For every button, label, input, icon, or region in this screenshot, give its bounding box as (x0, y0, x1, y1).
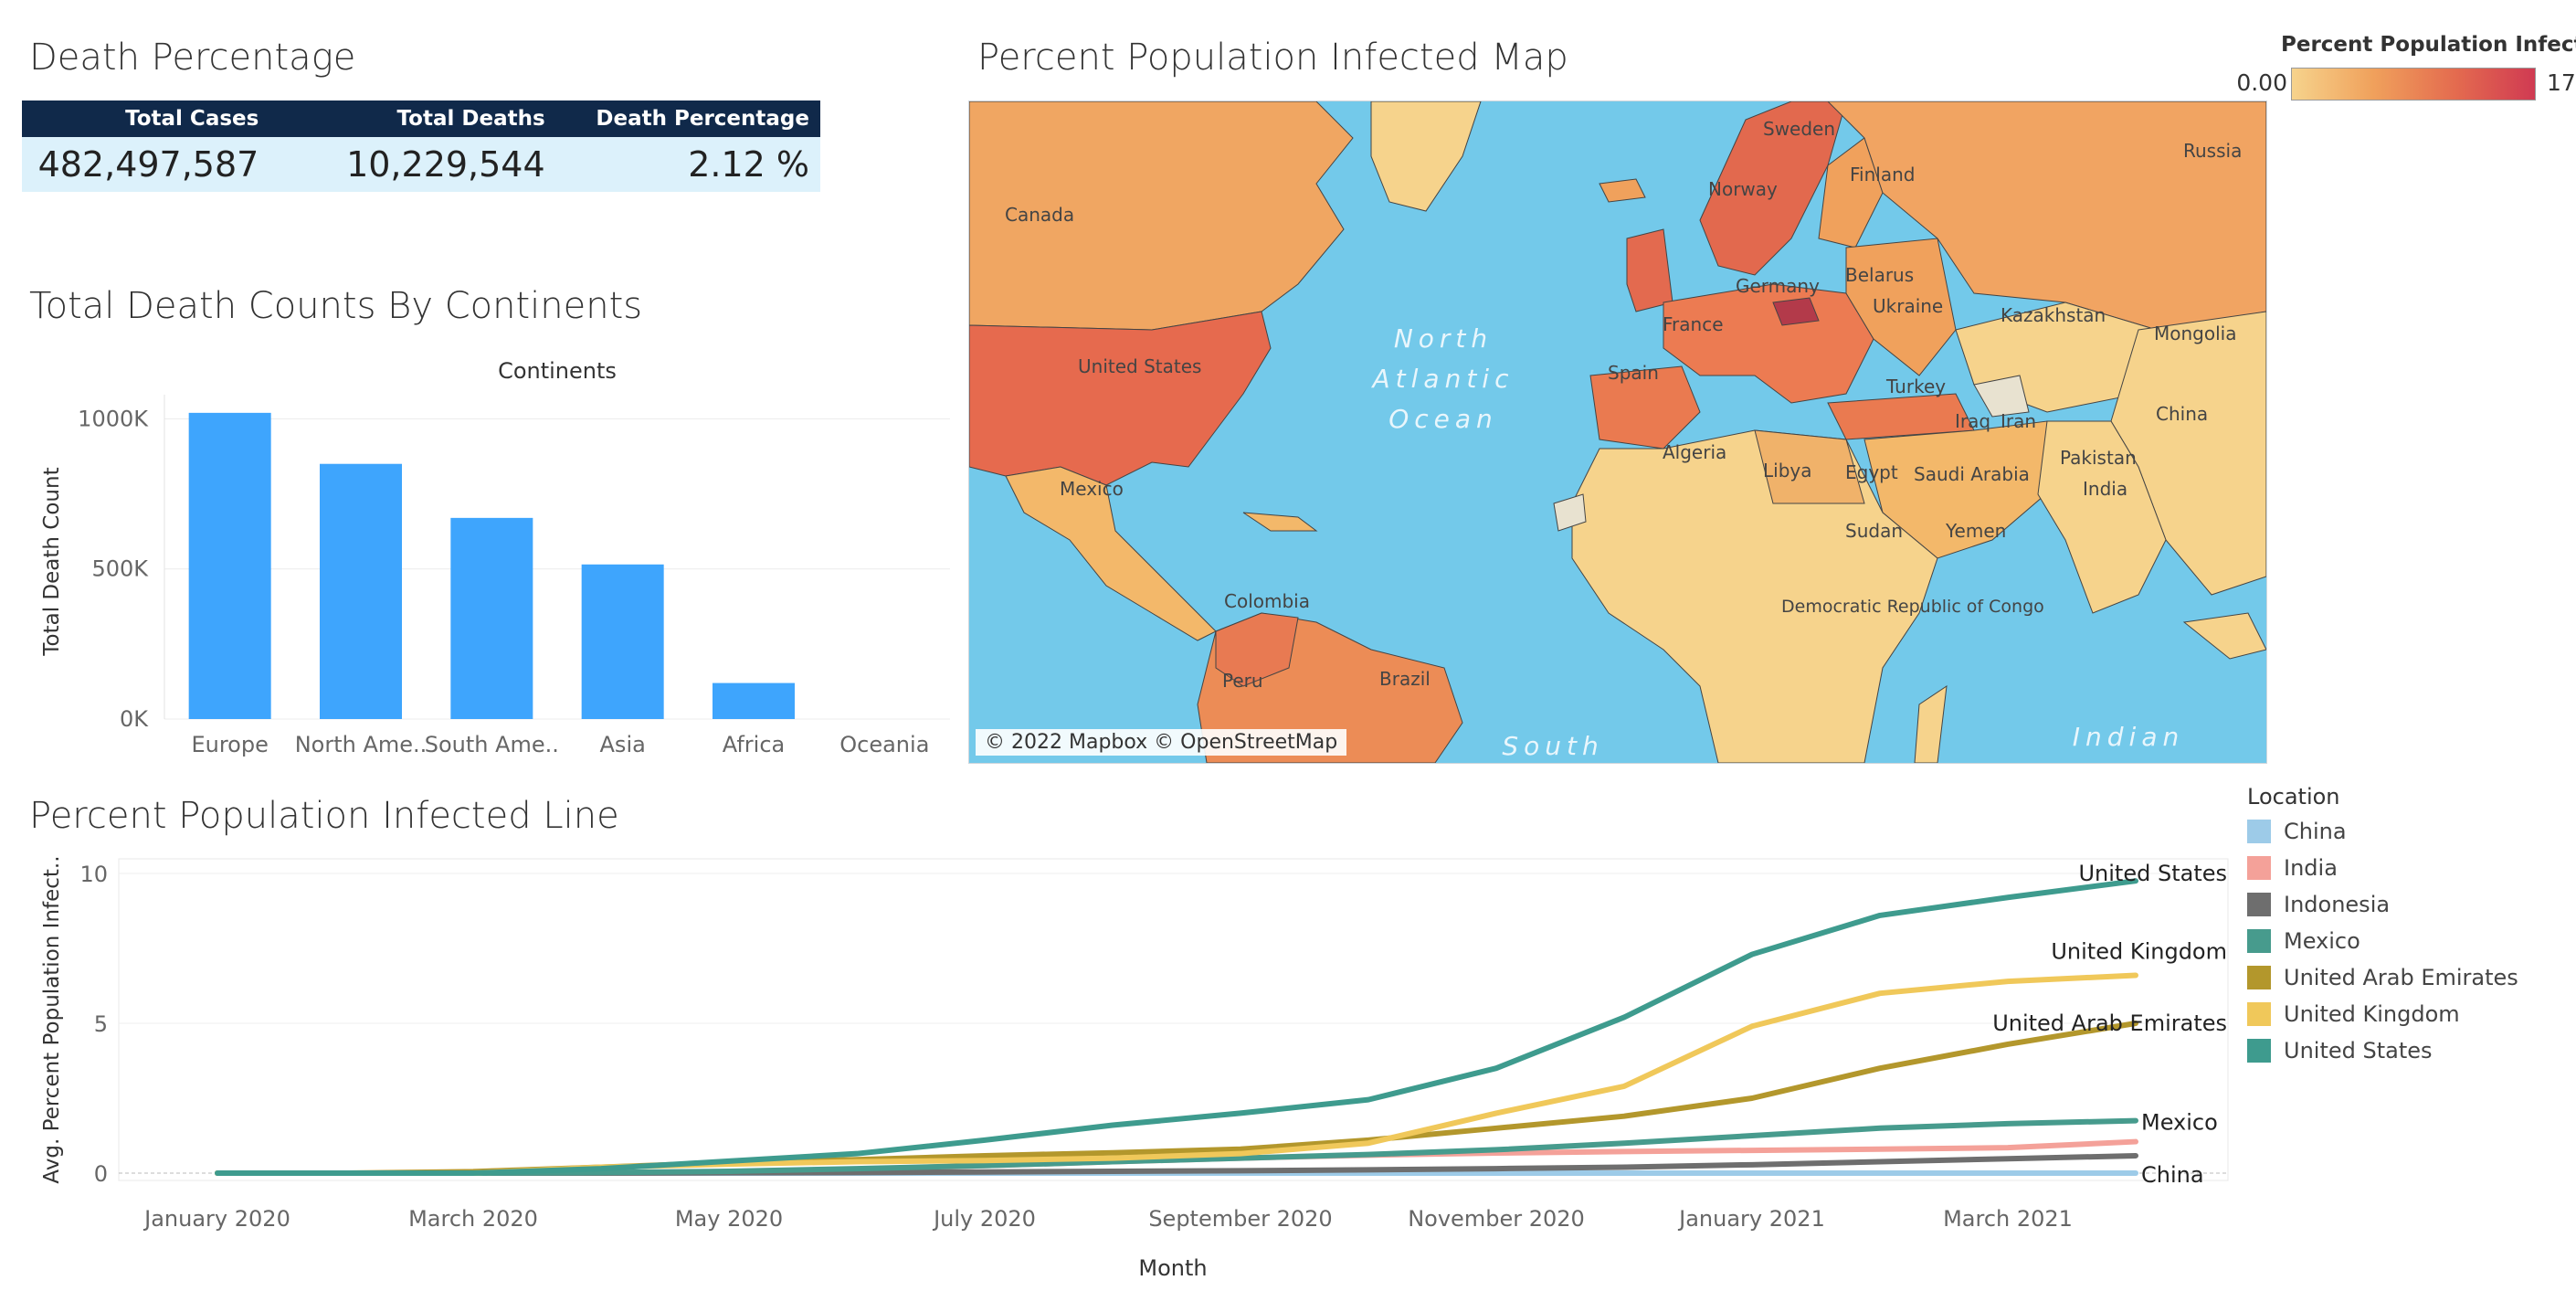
bar-category-label: South Ame.. (425, 732, 559, 757)
line-x-tick-label: March 2020 (408, 1206, 538, 1232)
legend-item-united-arab-emirates[interactable]: United Arab Emirates (2247, 959, 2518, 996)
kpi-table: Total Cases Total Deaths Death Percentag… (22, 101, 820, 192)
line-y-tick-label: 10 (79, 862, 108, 887)
line-end-label: China (2141, 1162, 2204, 1188)
legend-swatch (2247, 966, 2271, 989)
legend-swatch (2247, 856, 2271, 880)
death-percentage-title: Death Percentage (29, 37, 356, 79)
infection-map[interactable] (968, 101, 2267, 764)
bar-chart: Continents 0K 500K 1000K Total Death Count Eu… (40, 358, 950, 757)
kpi-value-row: 482,497,587 10,229,544 2.12 % (22, 137, 820, 192)
line-end-label: Mexico (2141, 1110, 2218, 1136)
bar-y-axis-label: Total Death Count (40, 467, 64, 656)
bar-category-label: Oceania (839, 732, 929, 757)
legend-swatch (2247, 1039, 2271, 1063)
total-deaths-value[interactable]: 10,229,544 (346, 144, 545, 185)
bar-category-label: Europe (191, 732, 268, 757)
legend-item-united-kingdom[interactable]: United Kingdom (2247, 996, 2518, 1032)
kpi-header-row: Total Cases Total Deaths Death Percentag… (22, 101, 820, 137)
bar-category-label: North Ame.. (295, 732, 428, 757)
line-x-tick-label: November 2020 (1408, 1206, 1585, 1232)
death-percentage-value[interactable]: 2.12 % (688, 144, 809, 185)
bar-south-ame[interactable] (450, 517, 533, 719)
bar-north-ame[interactable] (320, 463, 402, 719)
map-attribution: © 2022 Mapbox © OpenStreetMap (976, 729, 1347, 756)
line-x-tick-label: September 2020 (1148, 1206, 1332, 1232)
line-y-tick-label: 0 (94, 1161, 108, 1187)
legend-item-china[interactable]: China (2247, 813, 2518, 850)
line-x-tick-label: May 2020 (675, 1206, 783, 1232)
line-y-axis-label: Avg. Percent Population Infect.. (40, 855, 64, 1183)
bar-y-tick-label: 1000K (78, 406, 149, 431)
map-legend-max: 17.13 (2547, 69, 2576, 96)
legend-item-united-states[interactable]: United States (2247, 1032, 2518, 1069)
legend-swatch (2247, 820, 2271, 843)
location-legend: Location China India Indonesia Mexico United… (2247, 784, 2518, 1069)
line-end-label: United Arab Emirates (1992, 1010, 2227, 1036)
line-chart: 0 5 10 Avg. Percent Population Infect.. Janu… (40, 855, 2229, 1281)
legend-swatch (2247, 1002, 2271, 1026)
line-x-tick-label: January 2021 (1677, 1206, 1825, 1232)
location-legend-title: Location (2247, 784, 2340, 809)
bar-chart-subtitle: Continents (498, 358, 617, 384)
line-x-tick-label: July 2020 (932, 1206, 1036, 1232)
legend-item-mexico[interactable]: Mexico (2247, 923, 2518, 959)
line-y-tick-label: 5 (94, 1011, 108, 1037)
legend-item-indonesia[interactable]: Indonesia (2247, 886, 2518, 923)
line-series-united-states[interactable] (215, 878, 2138, 1176)
total-cases-header: Total Cases (125, 107, 259, 131)
legend-label: China (2284, 819, 2347, 844)
line-plot-area (118, 858, 2229, 1181)
map-legend-title: Percent Population Infect.. (2281, 33, 2576, 57)
legend-label: India (2284, 855, 2338, 881)
line-end-label: United Kingdom (2051, 939, 2227, 965)
bar-category-label: Africa (723, 732, 785, 757)
legend-swatch (2247, 929, 2271, 953)
bar-category-label: Asia (600, 732, 646, 757)
legend-item-india[interactable]: India (2247, 850, 2518, 886)
legend-swatch (2247, 893, 2271, 916)
legend-label: United Arab Emirates (2284, 965, 2518, 990)
map-title: Percent Population Infected Map (977, 37, 1568, 79)
bar-y-tick-label: 0K (120, 706, 149, 732)
bar-chart-title: Total Death Counts By Continents (29, 285, 643, 327)
line-chart-title: Percent Population Infected Line (29, 795, 619, 837)
bar-asia[interactable] (581, 564, 664, 719)
death-percentage-header: Death Percentage (596, 107, 809, 131)
bar-europe[interactable] (188, 412, 271, 719)
line-x-tick-label: January 2020 (143, 1206, 290, 1232)
line-x-axis-label: Month (1138, 1255, 1207, 1281)
legend-label: Mexico (2284, 928, 2360, 954)
legend-label: United Kingdom (2284, 1001, 2460, 1027)
total-cases-value[interactable]: 482,497,587 (37, 144, 259, 185)
map-canvas[interactable] (969, 101, 2266, 763)
total-deaths-header: Total Deaths (396, 107, 545, 131)
legend-label: Indonesia (2284, 892, 2391, 917)
map-legend-min: 0.00 (2236, 69, 2287, 96)
bar-africa[interactable] (713, 682, 795, 719)
bar-y-tick-label: 500K (91, 556, 149, 582)
line-end-label: United States (2078, 861, 2227, 886)
line-x-tick-label: March 2021 (1943, 1206, 2073, 1232)
legend-label: United States (2284, 1038, 2433, 1063)
map-legend-gradient[interactable] (2291, 68, 2536, 101)
